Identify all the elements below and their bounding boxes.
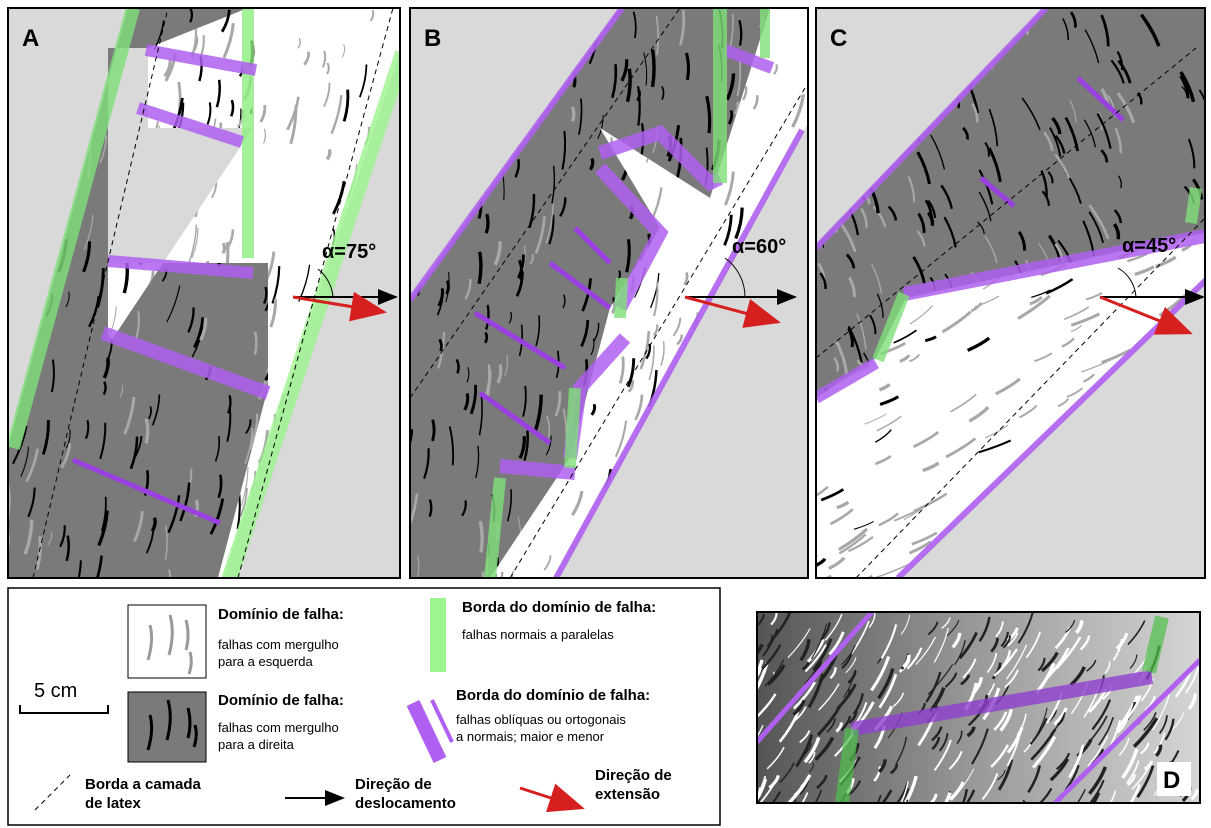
angle-label: α=60°	[732, 236, 786, 258]
fault-trace	[1006, 802, 1023, 828]
fault-trace	[433, 420, 435, 441]
fault-trace	[756, 575, 765, 611]
green-border	[842, 729, 852, 803]
panel-d: D	[742, 612, 1200, 828]
fault-trace	[480, 521, 482, 552]
panel-c: C α=45°	[791, 8, 1211, 604]
legend-text: Direção de	[355, 776, 432, 793]
panel-a: A α=75°	[0, 8, 403, 605]
panel-label: D	[1163, 767, 1180, 794]
panel-b: B α=60°	[404, 8, 809, 615]
legend-text: para a direita	[218, 737, 295, 752]
legend-title: Domínio de falha:	[218, 692, 344, 709]
legend-text: de latex	[85, 795, 142, 812]
fault-trace	[479, 252, 481, 284]
fault-trace	[867, 578, 879, 601]
figure: A α=75° B α=60°	[0, 0, 1211, 828]
legend: Domínio de falha: falhas com mergulho pa…	[8, 588, 720, 825]
panel-label: C	[830, 25, 847, 52]
legend-text: extensão	[595, 786, 660, 803]
legend-title: Domínio de falha:	[218, 606, 344, 623]
legend-text: Borda a camada	[85, 776, 202, 793]
legend-title: Borda do domínio de falha:	[462, 599, 656, 616]
fault-trace	[486, 214, 488, 233]
legend-text: falhas oblíquas ou ortogonais	[456, 712, 626, 727]
green-border	[1191, 188, 1196, 223]
purple-border	[500, 466, 575, 473]
angle-label: α=75°	[322, 241, 376, 263]
panel-label: A	[22, 25, 39, 52]
green-border	[570, 388, 575, 468]
scale-label: 5 cm	[34, 680, 77, 702]
panel-label: B	[424, 25, 441, 52]
legend-title: Borda do domínio de falha:	[456, 687, 650, 704]
fault-trace	[653, 50, 655, 87]
legend-text: Direção de	[595, 767, 672, 784]
legend-text: falhas com mergulho	[218, 720, 339, 735]
legend-text: falhas normais a paralelas	[462, 627, 614, 642]
legend-text: deslocamento	[355, 795, 456, 812]
swatch-left-domain	[128, 605, 206, 678]
angle-label: α=45°	[1122, 235, 1176, 257]
swatch-green	[430, 598, 446, 672]
legend-text: a normais; maior e menor	[456, 729, 605, 744]
green-border	[620, 278, 622, 318]
fault-trace	[572, 107, 574, 121]
fault-trace	[223, 243, 225, 253]
fault-trace	[146, 419, 148, 444]
legend-text: para a esquerda	[218, 654, 313, 669]
legend-text: falhas com mergulho	[218, 637, 339, 652]
